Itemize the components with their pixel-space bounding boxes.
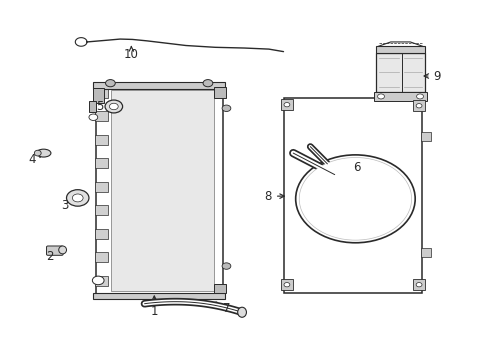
Bar: [95, 181, 108, 192]
Circle shape: [222, 105, 230, 112]
Circle shape: [105, 100, 122, 113]
Text: 8: 8: [264, 190, 271, 203]
Ellipse shape: [59, 246, 66, 254]
Bar: [95, 205, 108, 215]
Bar: [93, 293, 224, 299]
Bar: [95, 111, 108, 121]
Circle shape: [92, 276, 104, 285]
Bar: [375, 53, 424, 92]
Circle shape: [295, 155, 414, 243]
Bar: [373, 92, 427, 101]
Bar: [95, 158, 108, 168]
Bar: [280, 279, 293, 290]
Text: 10: 10: [123, 48, 139, 61]
Text: 3: 3: [61, 199, 69, 212]
Bar: [280, 99, 293, 110]
Text: 2: 2: [45, 249, 53, 262]
Circle shape: [203, 80, 212, 87]
Bar: [93, 88, 104, 103]
Bar: [375, 46, 424, 53]
Bar: [420, 132, 430, 140]
Bar: [412, 279, 425, 290]
Bar: [95, 87, 108, 98]
Bar: [283, 98, 422, 293]
Bar: [420, 248, 430, 257]
Circle shape: [415, 104, 421, 108]
Bar: [213, 284, 225, 293]
Text: 9: 9: [432, 69, 440, 82]
Circle shape: [109, 103, 118, 110]
Circle shape: [105, 80, 115, 87]
Circle shape: [284, 283, 289, 287]
Bar: [213, 87, 225, 98]
Circle shape: [416, 94, 423, 99]
Text: 4: 4: [29, 153, 36, 166]
FancyBboxPatch shape: [46, 246, 63, 255]
Ellipse shape: [36, 149, 51, 157]
Bar: [111, 90, 213, 291]
Circle shape: [66, 190, 89, 206]
Circle shape: [299, 158, 411, 240]
Bar: [96, 87, 222, 295]
Text: 1: 1: [150, 306, 158, 319]
Text: 5: 5: [96, 100, 103, 113]
Bar: [412, 100, 425, 111]
Circle shape: [415, 283, 421, 287]
Circle shape: [222, 263, 230, 269]
Circle shape: [377, 94, 384, 99]
Bar: [95, 135, 108, 145]
Bar: [93, 82, 224, 89]
Circle shape: [284, 103, 289, 107]
Bar: [95, 276, 108, 286]
Text: 7: 7: [223, 302, 230, 315]
Circle shape: [72, 194, 83, 202]
Bar: [95, 252, 108, 262]
Text: 6: 6: [352, 161, 360, 174]
Bar: [89, 101, 96, 112]
Ellipse shape: [237, 307, 246, 317]
Ellipse shape: [34, 150, 41, 156]
Circle shape: [89, 114, 98, 121]
Bar: [95, 229, 108, 239]
